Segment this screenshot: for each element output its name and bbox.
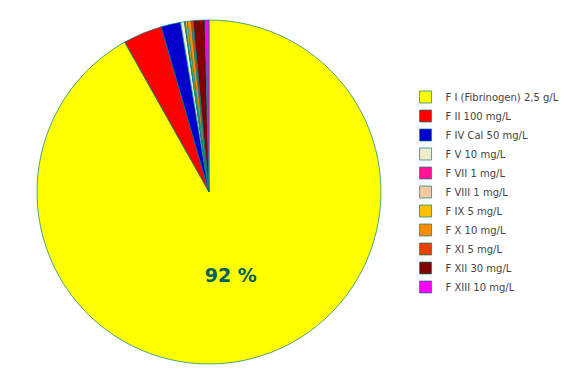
svg-text:F XI 5 mg/L: F XI 5 mg/L: [446, 244, 503, 255]
svg-text:F VIII 1 mg/L: F VIII 1 mg/L: [446, 187, 509, 198]
svg-text:F XII 30 mg/L: F XII 30 mg/L: [446, 263, 512, 274]
svg-text:F IV Cal 50 mg/L: F IV Cal 50 mg/L: [446, 130, 528, 141]
svg-text:F II 100 mg/L: F II 100 mg/L: [446, 111, 512, 122]
svg-text:F XIII 10 mg/L: F XIII 10 mg/L: [446, 282, 515, 293]
svg-text:F IX 5 mg/L: F IX 5 mg/L: [446, 206, 503, 217]
svg-text:92 %: 92 %: [205, 264, 257, 286]
svg-text:F V 10 mg/L: F V 10 mg/L: [446, 149, 506, 160]
svg-text:F VII 1 mg/L: F VII 1 mg/L: [446, 168, 506, 179]
svg-text:F I (Fibrinogen) 2,5 g/L: F I (Fibrinogen) 2,5 g/L: [446, 92, 559, 103]
svg-text:F X 10 mg/L: F X 10 mg/L: [446, 225, 506, 236]
